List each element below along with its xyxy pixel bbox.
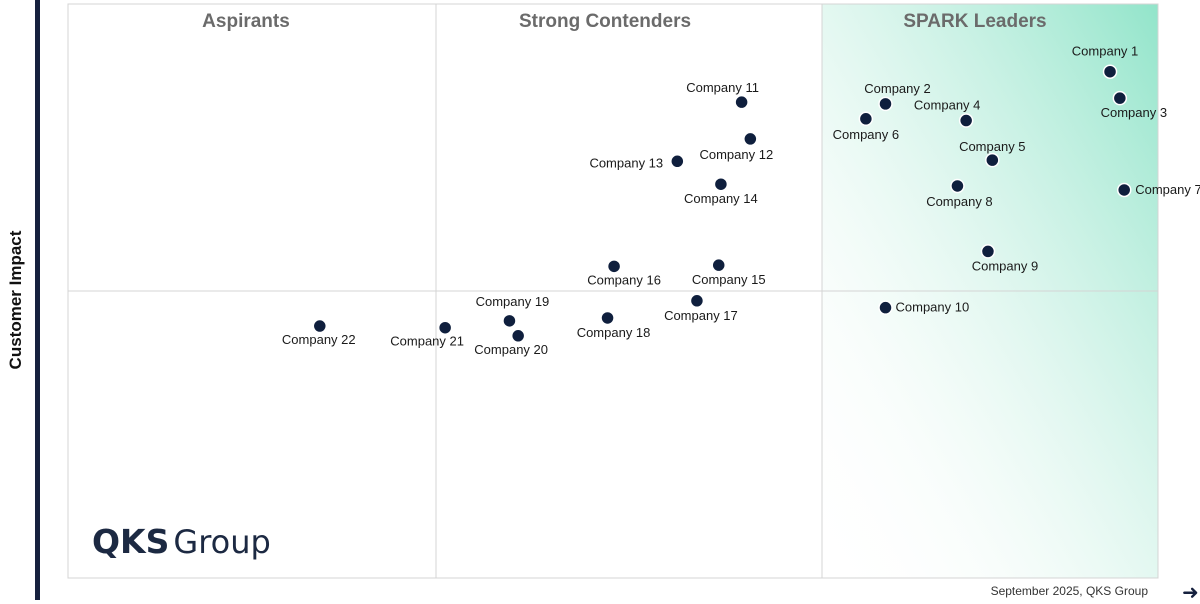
- point-company-11: [734, 94, 749, 110]
- point-company-17: [689, 293, 705, 309]
- point-company-14: [713, 176, 729, 192]
- label-company-15: Company 15: [692, 272, 766, 287]
- logo-wordmark-bold: QKS: [92, 522, 170, 561]
- label-company-18: Company 18: [577, 325, 651, 340]
- label-company-3: Company 3: [1101, 105, 1167, 120]
- point-company-20: [510, 328, 526, 344]
- label-company-1: Company 1: [1072, 44, 1138, 59]
- point-company-12: [743, 131, 758, 147]
- point-company-13: [670, 154, 685, 169]
- label-company-21: Company 21: [390, 334, 464, 349]
- point-company-10: [878, 300, 893, 315]
- label-company-8: Company 8: [926, 194, 992, 209]
- label-company-2: Company 2: [864, 81, 930, 96]
- label-company-20: Company 20: [474, 342, 548, 357]
- label-company-13: Company 13: [589, 155, 663, 170]
- point-company-5: [985, 152, 1000, 168]
- label-company-14: Company 14: [684, 191, 758, 206]
- point-company-3: [1112, 90, 1128, 106]
- label-company-12: Company 12: [699, 147, 773, 162]
- label-company-22: Company 22: [282, 332, 356, 347]
- point-company-2: [878, 96, 893, 112]
- point-company-16: [606, 259, 622, 274]
- y-axis-line: [35, 0, 40, 600]
- x-axis-arrow-icon: ➜: [1182, 582, 1199, 604]
- point-company-4: [958, 113, 974, 128]
- label-company-19: Company 19: [476, 294, 550, 309]
- point-company-22: [312, 318, 328, 334]
- point-company-8: [950, 178, 965, 194]
- point-company-7: [1116, 182, 1132, 198]
- logo-wordmark-light: Group: [173, 523, 271, 561]
- point-company-9: [980, 244, 996, 259]
- label-company-6: Company 6: [833, 127, 899, 142]
- quadrant-label-spark-leaders: SPARK Leaders: [903, 11, 1046, 32]
- point-company-18: [600, 310, 615, 326]
- label-company-4: Company 4: [914, 98, 980, 113]
- point-company-1: [1102, 64, 1118, 79]
- point-company-6: [858, 111, 874, 127]
- quadrant-label-strong-contenders: Strong Contenders: [519, 11, 691, 32]
- points-layer: Company 1 Company 2 Company 3 Company 4 Comp…: [282, 44, 1200, 357]
- label-company-9: Company 9: [972, 258, 1038, 273]
- qks-group-logo: QKS Group: [92, 520, 271, 564]
- label-company-17: Company 17: [664, 308, 738, 323]
- label-company-11: Company 11: [686, 80, 759, 95]
- footer-date: September 2025, QKS Group: [990, 584, 1148, 598]
- point-company-15: [711, 257, 726, 273]
- label-company-7: Company 7: [1135, 182, 1200, 197]
- point-company-19: [502, 313, 517, 329]
- label-company-16: Company 16: [587, 272, 661, 287]
- label-company-10: Company 10: [896, 300, 970, 315]
- label-company-5: Company 5: [959, 139, 1025, 154]
- point-company-21: [437, 320, 453, 335]
- quadrant-label-aspirants: Aspirants: [202, 11, 290, 32]
